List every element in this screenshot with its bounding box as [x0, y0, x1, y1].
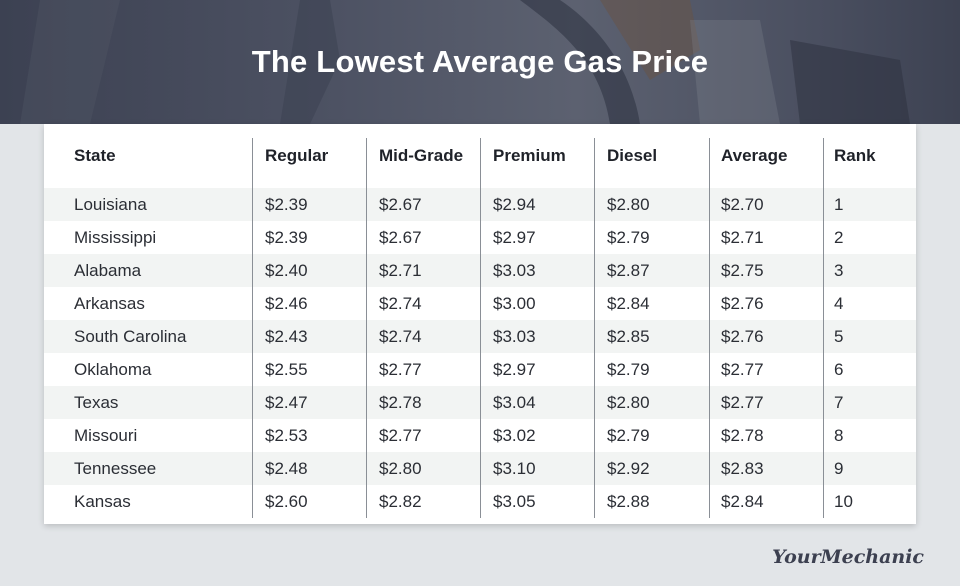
column-divider: [366, 138, 367, 518]
table-cell-rank: 3: [834, 261, 844, 280]
table-cell-diesel: $2.84: [607, 294, 650, 313]
table-cell-diesel: $2.85: [607, 327, 650, 346]
table-body: State Regular Mid-Grade Premium Diesel Averag…: [44, 124, 916, 524]
table-cell-premium: $2.97: [493, 360, 536, 379]
table-cell-state: Kansas: [74, 492, 131, 511]
table-cell-rank: 6: [834, 360, 844, 379]
table-cell-regular: $2.40: [265, 261, 308, 280]
header-banner: The Lowest Average Gas Price: [0, 0, 960, 124]
table-cell-regular: $2.48: [265, 459, 308, 478]
table-cell-regular: $2.46: [265, 294, 308, 313]
column-divider: [594, 138, 595, 518]
table-header-row: State Regular Mid-Grade Premium Diesel Averag…: [44, 124, 916, 188]
table-cell-state: Oklahoma: [74, 360, 152, 379]
column-header-diesel: Diesel: [607, 146, 658, 165]
table-cell-rank: 1: [834, 195, 844, 214]
table-cell-premium: $3.05: [493, 492, 536, 511]
table-cell-state: Alabama: [74, 261, 142, 280]
table-cell-state: Tennessee: [74, 459, 157, 478]
yourmechanic-logo: YourMechanic: [772, 546, 924, 568]
table-cell-rank: 10: [834, 492, 853, 511]
column-header-rank: Rank: [834, 146, 876, 165]
table-cell-average: $2.76: [721, 327, 764, 346]
table-cell-diesel: $2.79: [607, 426, 650, 445]
column-header-average: Average: [721, 146, 788, 165]
table-cell-average: $2.75: [721, 261, 764, 280]
table-cell-rank: 7: [834, 393, 844, 412]
column-header-premium: Premium: [493, 146, 566, 165]
table-cell-average: $2.77: [721, 393, 764, 412]
table-cell-diesel: $2.80: [607, 195, 650, 214]
table-cell-regular: $2.47: [265, 393, 308, 412]
gas-price-table: State Regular Mid-Grade Premium Diesel Averag…: [44, 124, 916, 524]
table-cell-average: $2.84: [721, 492, 764, 511]
table-cell-state: South Carolina: [74, 327, 187, 346]
table-cell-mid-grade: $2.78: [379, 393, 422, 412]
table-cell-premium: $2.94: [493, 195, 536, 214]
table-cell-state: Louisiana: [74, 195, 147, 214]
table-cell-mid-grade: $2.77: [379, 360, 422, 379]
table-cell-premium: $3.10: [493, 459, 536, 478]
table-cell-mid-grade: $2.77: [379, 426, 422, 445]
table-cell-premium: $3.03: [493, 327, 536, 346]
table-cell-mid-grade: $2.67: [379, 195, 422, 214]
page-title: The Lowest Average Gas Price: [251, 44, 709, 79]
table-cell-premium: $3.04: [493, 393, 536, 412]
table-cell-rank: 2: [834, 228, 844, 247]
table-cell-rank: 9: [834, 459, 844, 478]
column-divider: [823, 138, 824, 518]
table-cell-diesel: $2.80: [607, 393, 650, 412]
table-cell-mid-grade: $2.74: [379, 294, 422, 313]
table-cell-mid-grade: $2.82: [379, 492, 422, 511]
table-cell-state: Mississippi: [74, 228, 157, 247]
table-cell-premium: $3.00: [493, 294, 536, 313]
table-cell-average: $2.78: [721, 426, 764, 445]
table-cell-diesel: $2.87: [607, 261, 650, 280]
table-cell-premium: $2.97: [493, 228, 536, 247]
column-divider: [252, 138, 253, 518]
table-row: Arkansas $2.46 $2.74 $3.00 $2.84 $2.76 4: [44, 287, 916, 320]
table-cell-diesel: $2.92: [607, 459, 650, 478]
table-cell-average: $2.76: [721, 294, 764, 313]
table-cell-average: $2.77: [721, 360, 764, 379]
gas-pump-background-image: [20, 0, 910, 124]
table-cell-mid-grade: $2.67: [379, 228, 422, 247]
table-cell-regular: $2.55: [265, 360, 308, 379]
table-cell-mid-grade: $2.80: [379, 459, 422, 478]
table-cell-state: Missouri: [74, 426, 138, 445]
table-cell-regular: $2.39: [265, 228, 308, 247]
column-header-mid-grade: Mid-Grade: [379, 146, 464, 165]
table-cell-premium: $3.03: [493, 261, 536, 280]
table-cell-regular: $2.60: [265, 492, 308, 511]
table-cell-rank: 5: [834, 327, 844, 346]
table-cell-diesel: $2.79: [607, 360, 650, 379]
table-cell-average: $2.71: [721, 228, 764, 247]
table-cell-mid-grade: $2.71: [379, 261, 422, 280]
column-divider: [480, 138, 481, 518]
table-cell-state: Texas: [74, 393, 119, 412]
table-cell-average: $2.70: [721, 195, 764, 214]
table-cell-rank: 8: [834, 426, 844, 445]
column-divider: [709, 138, 710, 518]
table-cell-mid-grade: $2.74: [379, 327, 422, 346]
table-cell-regular: $2.43: [265, 327, 308, 346]
table-cell-diesel: $2.79: [607, 228, 650, 247]
table-cell-regular: $2.53: [265, 426, 308, 445]
table-row: Mississippi $2.39 $2.67 $2.97 $2.79 $2.71 2: [44, 221, 916, 254]
table-cell-regular: $2.39: [265, 195, 308, 214]
table-row: Kansas $2.60 $2.82 $3.05 $2.88 $2.84 10: [44, 485, 916, 518]
table-cell-diesel: $2.88: [607, 492, 650, 511]
table-row: Missouri $2.53 $2.77 $3.02 $2.79 $2.78 8: [44, 419, 916, 452]
table-row: Oklahoma $2.55 $2.77 $2.97 $2.79 $2.77 6: [44, 353, 916, 386]
table-cell-average: $2.83: [721, 459, 764, 478]
table-cell-rank: 4: [834, 294, 844, 313]
column-header-state: State: [74, 146, 116, 165]
column-header-regular: Regular: [265, 146, 329, 165]
table-cell-premium: $3.02: [493, 426, 536, 445]
table-cell-state: Arkansas: [74, 294, 145, 313]
